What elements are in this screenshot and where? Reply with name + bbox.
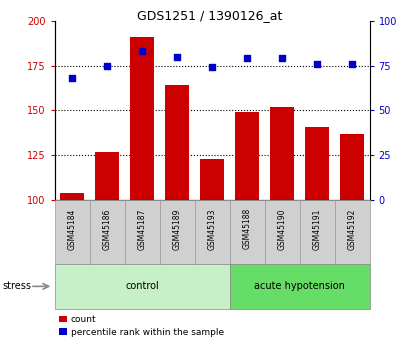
Text: GSM45192: GSM45192 (348, 208, 357, 249)
Text: GSM45191: GSM45191 (312, 208, 322, 249)
Bar (305, 127, 329, 200)
Bar (265, 200, 299, 264)
Text: stress: stress (2, 282, 31, 291)
Point (244, 56, 250, 61)
Point (69, 75, 76, 81)
Point (174, 54, 181, 59)
Text: acute hypotension: acute hypotension (254, 282, 345, 291)
Bar (230, 264, 370, 309)
Bar (160, 200, 194, 264)
Bar (55, 264, 230, 309)
Point (349, 61, 355, 67)
Bar (200, 159, 224, 200)
Bar (165, 85, 189, 200)
Bar (235, 112, 260, 200)
Point (104, 63, 110, 68)
Bar (340, 134, 365, 200)
Bar (230, 200, 265, 264)
Bar (89, 200, 125, 264)
Text: GSM45186: GSM45186 (102, 208, 112, 249)
Bar (270, 107, 294, 200)
Bar (60, 193, 84, 200)
Point (314, 61, 320, 67)
Bar (130, 37, 155, 200)
Text: GSM45187: GSM45187 (138, 208, 147, 249)
Bar (55, 200, 89, 264)
Text: GSM45184: GSM45184 (68, 208, 76, 249)
Bar (95, 152, 119, 200)
Point (209, 65, 215, 70)
Point (279, 56, 286, 61)
Bar (194, 200, 230, 264)
Bar (125, 200, 160, 264)
Bar (335, 200, 370, 264)
Text: GSM45190: GSM45190 (278, 208, 286, 249)
Text: GSM45188: GSM45188 (243, 208, 252, 249)
Point (139, 48, 145, 54)
Text: GSM45189: GSM45189 (173, 208, 181, 249)
Legend: count, percentile rank within the sample: count, percentile rank within the sample (59, 315, 224, 337)
Text: GSM45193: GSM45193 (207, 208, 217, 249)
Text: control: control (125, 282, 159, 291)
Text: GDS1251 / 1390126_at: GDS1251 / 1390126_at (137, 9, 283, 22)
Bar (299, 200, 335, 264)
